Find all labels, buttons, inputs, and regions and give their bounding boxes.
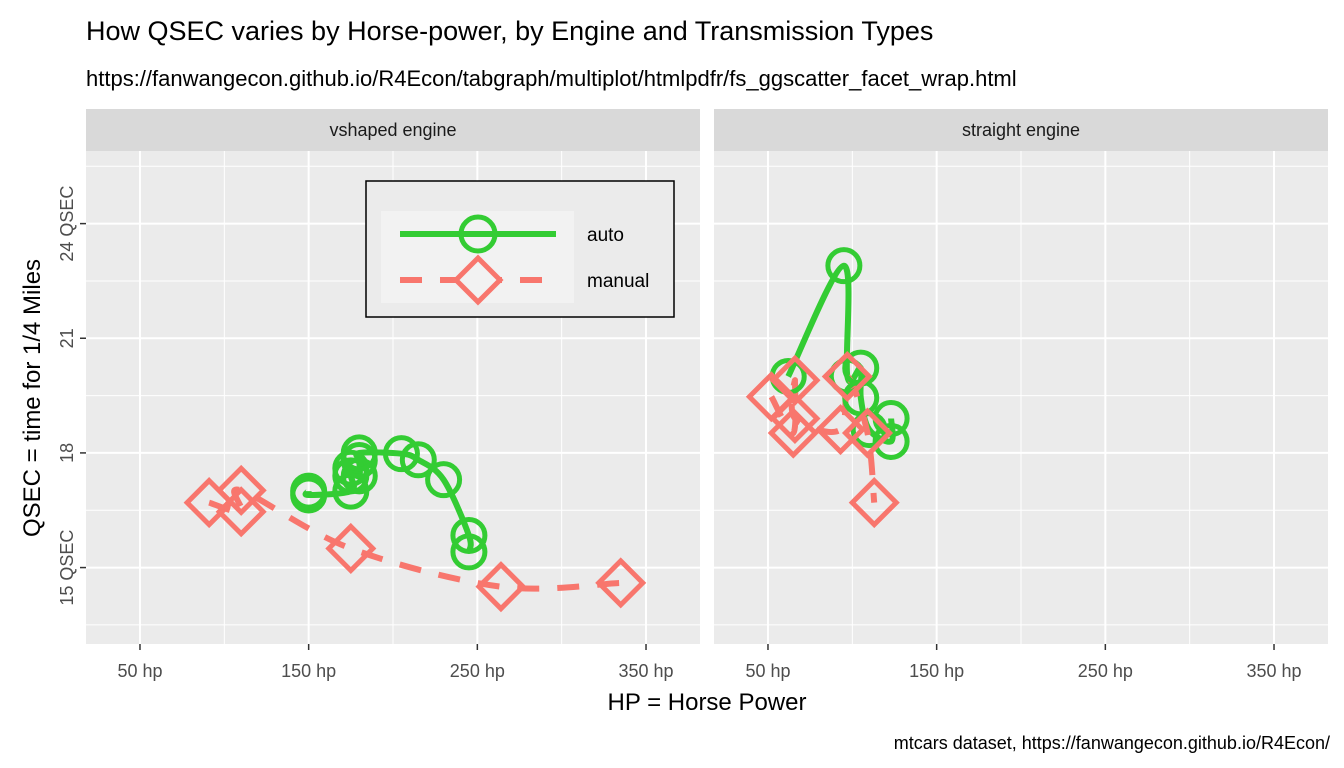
x-axis: 50 hp 150 hp 250 hp 350 hp 50 hp 150 hp 250 hp… [117,644,1302,681]
x-tick-label: 350 hp [1246,661,1301,681]
x-tick-label: 250 hp [450,661,505,681]
point-auto [290,476,328,514]
chart-subtitle: https://fanwangecon.github.io/R4Econ/tab… [86,66,1017,91]
facet-strip-bg [86,109,700,151]
point-manual [215,486,267,538]
legend: auto manual [365,180,675,318]
point-auto [382,435,420,473]
point-auto [825,247,863,285]
x-tick-label: 50 hp [117,661,162,681]
point-auto [450,516,488,554]
point-manual [769,392,821,445]
panel-series [183,434,647,613]
point-auto [872,422,910,460]
facet-strip-label: straight engine [962,120,1080,140]
point-manual [841,407,894,459]
point-manual [475,561,527,613]
y-axis: 15 QSEC 18 21 24 QSEC [57,186,86,606]
point-auto [425,461,463,499]
point-manual [325,522,377,574]
y-axis-title: QSEC = time for 1/4 Miles [19,259,46,537]
point-auto [450,533,488,571]
x-tick-label: 150 hp [281,661,336,681]
series-markers [745,247,910,529]
panel-grid [714,151,1328,644]
facet-strip-bg [714,109,1328,151]
chart-caption: mtcars dataset, https://fanwangecon.gith… [894,733,1330,753]
legend-diamond-icon [452,254,504,306]
series-markers [183,434,647,613]
facet-panel-straight-engine: straight engine [714,109,1328,644]
legend-label-auto: auto [587,225,624,246]
x-tick-label: 150 hp [909,661,964,681]
y-tick-label: 18 [57,443,77,463]
point-manual [595,557,647,609]
point-auto [399,441,437,479]
legend-circle-icon [458,214,498,254]
y-tick-label: 24 QSEC [57,186,77,262]
panel-series [745,247,910,529]
point-auto [340,457,378,495]
point-manual [769,354,821,406]
point-manual [848,477,900,529]
point-auto [340,434,378,472]
point-manual [821,350,873,403]
x-axis-title: HP = Horse Power [608,689,807,716]
y-tick-label: 15 QSEC [57,530,77,606]
x-tick-label: 50 hp [745,661,790,681]
legend-label-manual: manual [587,271,649,292]
y-tick-label: 21 [57,328,77,348]
x-tick-label: 250 hp [1078,661,1133,681]
facet-panel-vshaped-engine: vshaped engine auto manual [86,109,700,644]
point-manual [215,464,267,516]
facet-strip-label: vshaped engine [329,120,456,140]
x-tick-label: 350 hp [618,661,673,681]
chart-title: How QSEC varies by Horse-power, by Engin… [86,16,933,46]
